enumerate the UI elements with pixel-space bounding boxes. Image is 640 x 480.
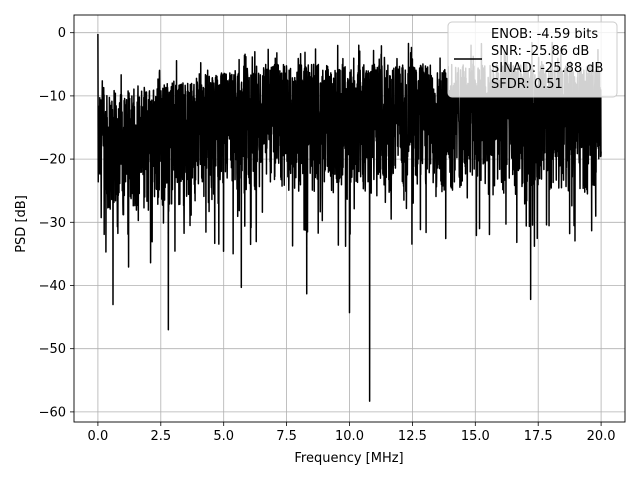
x-tick-label: 17.5 bbox=[524, 429, 553, 444]
legend: ENOB: -4.59 bits SNR: -25.86 dB SINAD: -… bbox=[447, 21, 618, 98]
psd-series-line bbox=[97, 33, 602, 402]
y-tick-label: 0 bbox=[58, 26, 66, 41]
legend-snr: SNR: -25.86 dB bbox=[491, 44, 589, 59]
x-axis-label: Frequency [MHz] bbox=[294, 451, 403, 466]
ticks: 0.0 2.5 5.0 7.5 10.0 12.5 15.0 17.5 20.0 0 −10 −20 −… bbox=[39, 26, 616, 444]
x-tick-label: 0.0 bbox=[88, 429, 109, 444]
y-tick-label: −50 bbox=[39, 342, 66, 357]
legend-sfdr: SFDR: 0.51 bbox=[491, 77, 563, 92]
x-tick-label: 7.5 bbox=[276, 429, 297, 444]
legend-box bbox=[447, 21, 618, 98]
y-tick-label: −60 bbox=[39, 405, 66, 420]
plot-area bbox=[97, 33, 602, 402]
legend-sinad: SINAD: -25.88 dB bbox=[491, 61, 603, 76]
x-tick-label: 2.5 bbox=[150, 429, 171, 444]
y-axis-label: PSD [dB] bbox=[14, 195, 29, 253]
x-tick-label: 10.0 bbox=[335, 429, 364, 444]
x-tick-label: 12.5 bbox=[398, 429, 427, 444]
x-tick-label: 20.0 bbox=[587, 429, 616, 444]
legend-enob: ENOB: -4.59 bits bbox=[491, 27, 598, 42]
x-tick-label: 5.0 bbox=[213, 429, 234, 444]
x-tick-label: 15.0 bbox=[461, 429, 490, 444]
y-tick-label: −40 bbox=[39, 279, 66, 294]
y-tick-label: −20 bbox=[39, 153, 66, 168]
y-tick-label: −10 bbox=[39, 89, 66, 104]
y-tick-label: −30 bbox=[39, 216, 66, 231]
